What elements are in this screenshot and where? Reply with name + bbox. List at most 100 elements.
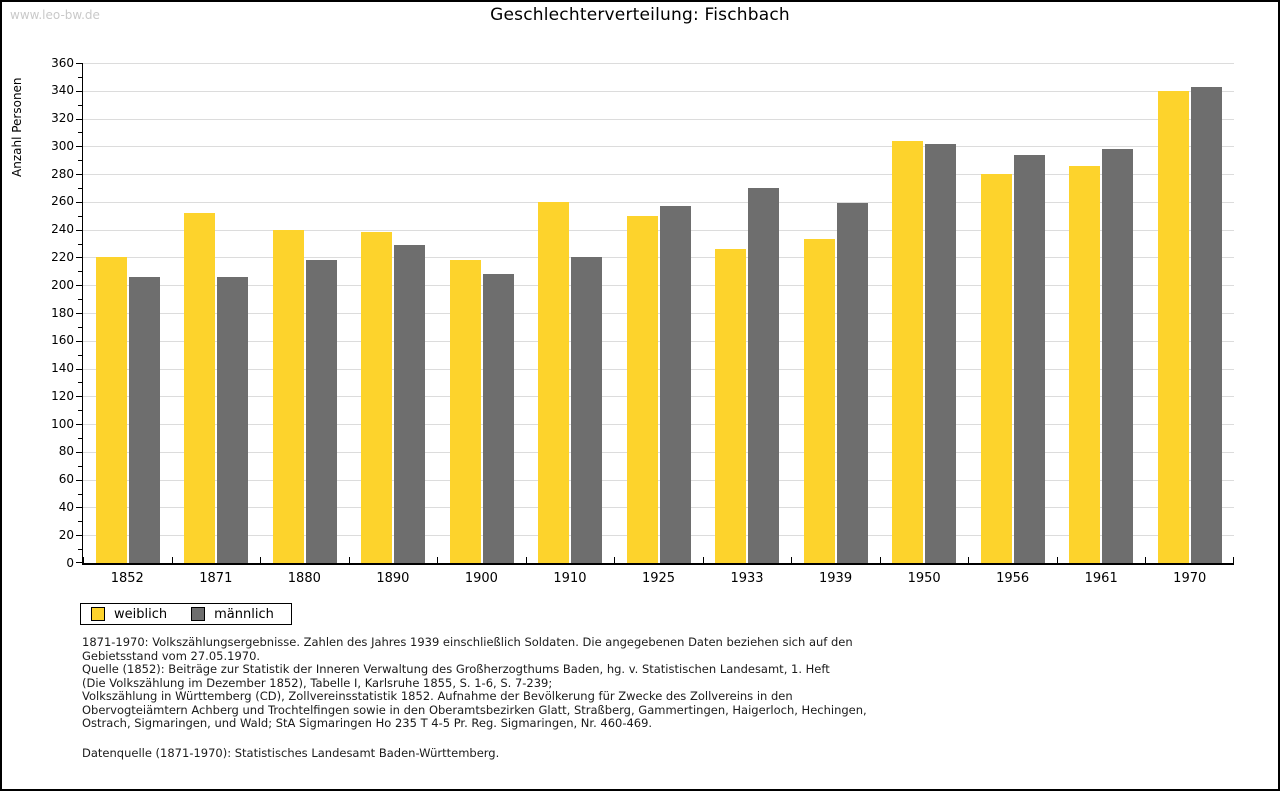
gridline-100: [83, 424, 1234, 426]
y-minor-tick-250: [78, 215, 82, 217]
y-minor-tick-290: [78, 160, 82, 162]
y-minor-tick-270: [78, 188, 82, 189]
gridline-160: [83, 340, 1234, 342]
y-tick-80: [76, 451, 82, 453]
x-tick-4: [437, 557, 439, 563]
bar-weiblich-1956: [980, 174, 1012, 563]
footer-line-7: Ostrach, Sigmaringen, und Wald; StA Sigm…: [82, 716, 653, 730]
x-tick-3: [348, 557, 350, 563]
y-tick-340: [76, 90, 82, 92]
y-tick-label-40: 40: [58, 499, 74, 514]
bar-männlich-1900: [482, 274, 514, 563]
x-category-label-1961: 1961: [1084, 571, 1118, 586]
y-minor-tick-190: [78, 299, 82, 301]
bar-männlich-1890: [394, 244, 426, 563]
gridline-260: [83, 201, 1234, 203]
y-tick-label-260: 260: [51, 194, 74, 209]
y-tick-60: [76, 479, 82, 481]
y-tick-label-360: 360: [51, 55, 74, 70]
y-tick-label-200: 200: [51, 277, 74, 292]
x-tick-1: [171, 557, 173, 563]
x-tick-11: [1056, 557, 1058, 563]
legend-swatch-maennlich: [191, 607, 206, 621]
y-tick-220: [76, 257, 82, 259]
bar-weiblich-1950: [892, 140, 924, 563]
x-category-label-1925: 1925: [641, 571, 676, 586]
bar-männlich-1925: [659, 206, 691, 563]
legend: weiblich männlich: [80, 603, 292, 625]
y-minor-tick-210: [78, 271, 82, 273]
x-category-label-1900: 1900: [464, 571, 498, 586]
gridline-320: [83, 118, 1234, 120]
plot-area: 0 20 40 60 80 100 120 140 160 180 200 220 240 260 280 3…: [51, 56, 1234, 586]
bar-weiblich-1925: [626, 215, 658, 563]
y-minor-tick-50: [78, 493, 82, 495]
x-category-label-1910: 1910: [553, 571, 587, 586]
y-minor-tick-30: [78, 521, 82, 523]
y-tick-label-180: 180: [51, 305, 74, 320]
footer-line-1: 1871-1970: Volkszählungsergebnisse. Zahl…: [82, 635, 853, 649]
gridline-20: [83, 535, 1234, 537]
y-tick-label-280: 280: [51, 166, 74, 181]
gridline-340: [83, 90, 1234, 92]
y-tick-160: [76, 340, 82, 342]
legend-item-maennlich: männlich: [191, 607, 274, 622]
y-tick-label-80: 80: [58, 444, 74, 459]
y-tick-label-140: 140: [51, 361, 74, 376]
y-tick-140: [76, 368, 82, 370]
bar-männlich-1933: [748, 188, 780, 563]
legend-swatch-weiblich: [91, 607, 105, 621]
footer-line-2: Gebietsstand vom 27.05.1970.: [82, 648, 261, 663]
x-tick-9: [879, 557, 881, 563]
footer-line-4: (Die Volkszählung im Dezember 1852), Tab…: [82, 675, 553, 690]
y-tick-label-240: 240: [51, 222, 74, 237]
y-minor-tick-330: [78, 104, 82, 106]
y-tick-label-320: 320: [51, 111, 74, 126]
bar-weiblich-1852: [95, 257, 127, 563]
bar-männlich-1880: [305, 260, 337, 563]
gridline-60: [83, 479, 1234, 481]
bar-weiblich-1970: [1157, 90, 1189, 563]
gridline-220: [83, 257, 1234, 259]
bar-männlich-1961: [1102, 149, 1134, 563]
y-minor-tick-310: [78, 132, 82, 134]
bar-weiblich-1880: [272, 229, 304, 563]
bar-weiblich-1933: [715, 249, 747, 563]
x-tick-7: [702, 557, 704, 563]
y-tick-100: [76, 424, 82, 426]
chart-title: Geschlechterverteilung: Fischbach: [490, 5, 790, 25]
bar-weiblich-1871: [184, 213, 216, 563]
x-tick-2: [260, 557, 262, 563]
footer-line-6: Obervogteiämtern Achberg und Trochtelfin…: [82, 702, 867, 717]
y-minor-tick-230: [78, 243, 82, 245]
bar-männlich-1939: [836, 203, 868, 563]
y-tick-20: [76, 535, 82, 537]
y-tick-320: [76, 118, 82, 120]
y-tick-label-20: 20: [58, 527, 74, 542]
bar-weiblich-1890: [361, 232, 393, 563]
x-category-label-1933: 1933: [730, 571, 764, 586]
x-category-label-1890: 1890: [376, 571, 410, 586]
y-tick-label-220: 220: [51, 249, 74, 264]
gridline-360: [83, 63, 1234, 64]
gridline-300: [83, 146, 1234, 148]
y-minor-tick-130: [78, 382, 82, 384]
y-minor-tick-150: [78, 354, 82, 356]
footer-line-5: Volkszählung in Württemberg (CD), Zollve…: [82, 689, 793, 703]
y-minor-tick-110: [78, 410, 82, 412]
watermark: www.leo-bw.de: [10, 8, 100, 22]
x-tick-10: [968, 557, 970, 563]
bar-weiblich-1939: [803, 239, 835, 563]
x-tick-0: [83, 557, 84, 563]
x-tick-8: [791, 557, 793, 563]
x-category-label-1956: 1956: [996, 571, 1030, 586]
legend-label-maennlich: männlich: [214, 606, 274, 622]
gridline-140: [83, 368, 1234, 370]
bar-männlich-1950: [925, 143, 957, 563]
x-tick-6: [614, 557, 616, 563]
y-tick-label-60: 60: [58, 472, 74, 487]
x-category-label-1871: 1871: [199, 571, 233, 586]
gridline-120: [83, 396, 1234, 398]
bar-männlich-1871: [217, 276, 249, 563]
bar-männlich-1956: [1013, 154, 1045, 563]
